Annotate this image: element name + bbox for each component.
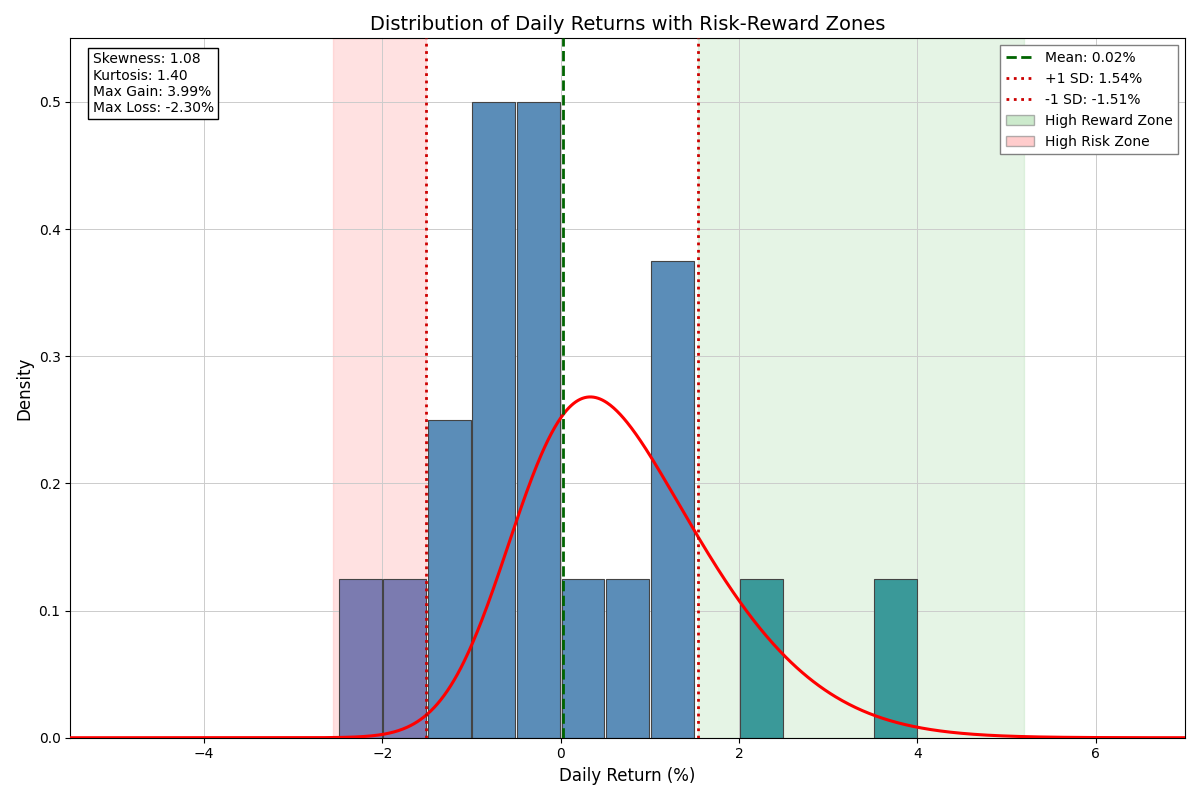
Y-axis label: Density: Density bbox=[16, 356, 34, 420]
X-axis label: Daily Return (%): Daily Return (%) bbox=[559, 767, 696, 785]
Bar bbox=[473, 102, 515, 738]
Bar bbox=[338, 578, 382, 738]
Bar bbox=[740, 578, 782, 738]
Bar bbox=[517, 102, 560, 738]
Bar bbox=[874, 578, 917, 738]
Bar bbox=[606, 578, 649, 738]
Bar bbox=[334, 38, 426, 738]
Bar bbox=[650, 261, 694, 738]
Title: Distribution of Daily Returns with Risk-Reward Zones: Distribution of Daily Returns with Risk-… bbox=[370, 15, 886, 34]
Bar bbox=[562, 578, 605, 738]
Legend: Mean: 0.02%, +1 SD: 1.54%, -1 SD: -1.51%, High Reward Zone, High Risk Zone: Mean: 0.02%, +1 SD: 1.54%, -1 SD: -1.51%… bbox=[1001, 46, 1178, 154]
Text: Skewness: 1.08
Kurtosis: 1.40
Max Gain: 3.99%
Max Loss: -2.30%: Skewness: 1.08 Kurtosis: 1.40 Max Gain: … bbox=[92, 52, 214, 115]
Bar bbox=[428, 420, 470, 738]
Bar bbox=[383, 578, 426, 738]
Bar bbox=[698, 38, 1025, 738]
